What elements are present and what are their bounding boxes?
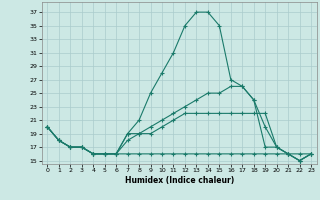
X-axis label: Humidex (Indice chaleur): Humidex (Indice chaleur) — [124, 176, 234, 185]
